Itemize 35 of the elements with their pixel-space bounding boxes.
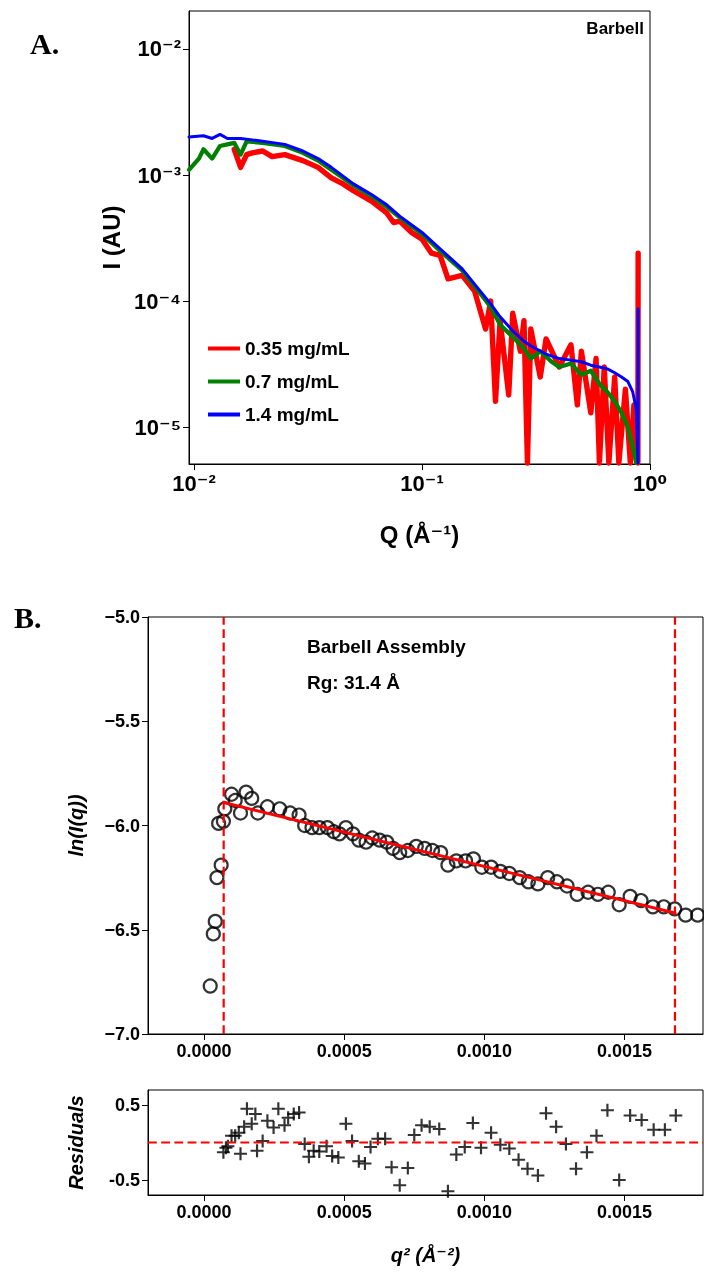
y-tick-label: −5.5: [104, 711, 140, 732]
y-tick-label: 0.5: [114, 1095, 140, 1115]
x-axis-title: Q (Å⁻¹): [379, 520, 460, 548]
legend-label: 0.35 mg/mL: [245, 338, 350, 359]
x-tick-label: 0.0000: [176, 1202, 232, 1222]
y-tick-label: −7.0: [104, 1024, 140, 1044]
x-axis-title: q² (Å⁻²): [390, 1243, 461, 1266]
x-tick-label: 10⁰: [632, 470, 668, 496]
x-tick-label: 0.0000: [176, 1041, 232, 1061]
text: B.: [14, 600, 42, 634]
x-tick-label: 0.0010: [456, 1202, 512, 1222]
y-axis-title: ln(I(q)): [65, 794, 87, 857]
x-tick-label: 0.0015: [596, 1202, 653, 1222]
x-tick-label: 0.0010: [456, 1041, 512, 1061]
x-tick-label: 10⁻²: [172, 470, 216, 496]
y-tick-label: −5.0: [104, 607, 140, 627]
x-tick-label: 0.0005: [316, 1202, 372, 1222]
y-axis-title: Residuals: [65, 1095, 87, 1190]
text: A.: [30, 26, 60, 60]
y-tick-label: 10⁻⁵: [134, 414, 181, 440]
annotation: Barbell Assembly: [307, 636, 467, 657]
x-tick-label: 0.0005: [316, 1041, 372, 1061]
annotation: Barbell: [586, 19, 645, 38]
legend-label: 1.4 mg/mL: [245, 404, 340, 425]
legend-label: 0.7 mg/mL: [245, 371, 340, 392]
annotation: Rg: 31.4 Å: [307, 672, 401, 693]
x-tick-label: 0.0015: [596, 1041, 653, 1061]
y-tick-label: 10⁻³: [137, 162, 181, 188]
x-tick-label: 10⁻¹: [400, 470, 444, 496]
y-tick-label: −6.0: [104, 815, 140, 836]
y-tick-label: −6.5: [104, 919, 140, 940]
y-tick-label: 10⁻⁴: [134, 288, 181, 314]
y-axis-title: I (AU): [97, 205, 125, 270]
y-tick-label: 10⁻²: [137, 36, 181, 62]
y-tick-label: -0.5: [108, 1170, 140, 1190]
